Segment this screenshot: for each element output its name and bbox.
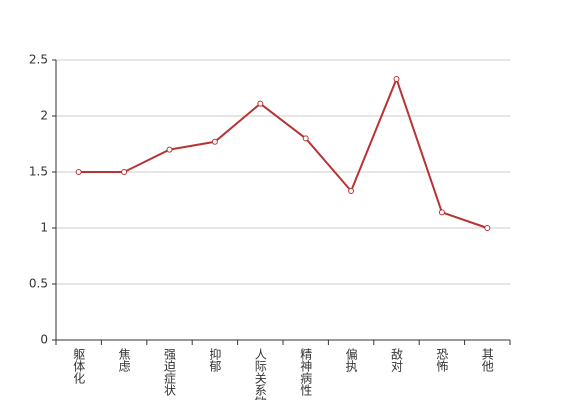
- point: [393, 76, 400, 83]
- point: [121, 169, 128, 175]
- y-tick-label: 0.5: [29, 277, 48, 291]
- y-tick-label: 1.5: [29, 165, 48, 179]
- y-tick-label: 2.5: [29, 53, 48, 67]
- point: [75, 169, 82, 175]
- point: [348, 188, 355, 195]
- line: [78, 76, 488, 229]
- y-tick-label: 1: [40, 221, 48, 235]
- point: [484, 225, 491, 231]
- x-tick-label: 其他: [480, 348, 494, 372]
- x-tick-label: 精神病性: [299, 348, 313, 397]
- x-tick-label: 恐怖: [435, 348, 449, 372]
- point: [438, 209, 445, 216]
- x-tick-label: 人际关系敏感: [253, 348, 267, 400]
- x-tick-label: 抑郁: [208, 347, 222, 373]
- y-tick-label: 0: [40, 333, 48, 347]
- x-tick-label: 强迫症状: [163, 348, 177, 396]
- x-tick-label: 敌对: [390, 347, 404, 372]
- x-tick-label: 偏执: [344, 347, 358, 373]
- x-tick-label: 焦虑: [117, 348, 131, 372]
- x-tick-label: 躯体化: [72, 347, 86, 385]
- point: [302, 135, 309, 142]
- point: [166, 146, 173, 153]
- point: [257, 100, 264, 107]
- y-tick-label: 2: [40, 109, 48, 123]
- point: [211, 138, 218, 145]
